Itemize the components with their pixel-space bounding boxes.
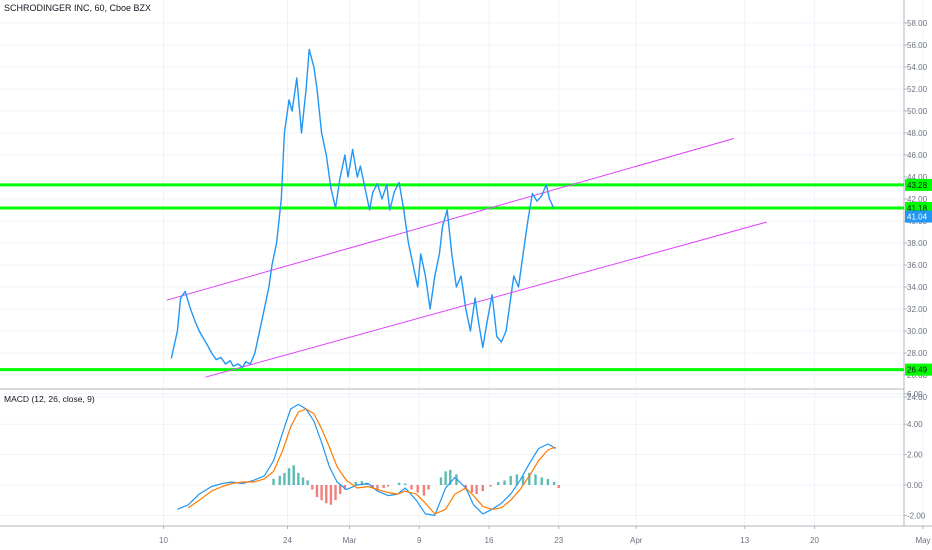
price-axis-label: 32.00 <box>907 305 928 314</box>
macd-histogram-bar <box>283 472 286 485</box>
time-axis-label: Apr <box>630 536 643 545</box>
price-axis-label: 44.00 <box>907 173 928 182</box>
macd-title: MACD (12, 26, close, 9) <box>4 394 95 404</box>
price-axis-label: 56.00 <box>907 41 928 50</box>
macd-histogram-bar <box>416 485 419 493</box>
macd-histogram-bar <box>515 474 519 485</box>
macd-histogram-bar <box>422 485 426 496</box>
macd-histogram-bar <box>387 485 390 487</box>
macd-histogram-bar <box>470 485 474 493</box>
time-axis-label: 23 <box>554 536 563 545</box>
time-axis-label: 13 <box>740 536 749 545</box>
macd-histogram-bar <box>481 485 484 492</box>
macd-histogram-bar <box>509 475 512 485</box>
macd-histogram-bar <box>360 481 364 485</box>
price-axis-label: 28.00 <box>907 349 928 358</box>
time-axis-label: 10 <box>159 536 168 545</box>
macd-histogram-bar <box>449 469 452 485</box>
price-axis-label: 34.00 <box>907 283 928 292</box>
trend-line <box>166 138 735 301</box>
level-price-label: 43.28 <box>907 181 928 190</box>
macd-histogram-bar <box>540 477 543 485</box>
price-axis-label: 52.00 <box>907 85 928 94</box>
macd-axis-label: 6.00 <box>907 390 923 399</box>
macd-histogram-bar <box>376 485 379 490</box>
macd-axis-label: 2.00 <box>907 451 923 460</box>
macd-axis-label: 4.00 <box>907 420 923 429</box>
time-axis-label: 9 <box>417 536 422 545</box>
last-price-badge <box>905 210 932 223</box>
macd-axis-label: -2.00 <box>907 511 926 520</box>
macd-histogram-bar <box>329 485 333 505</box>
macd-histogram-bar <box>334 485 337 501</box>
price-axis-label: 46.00 <box>907 151 928 160</box>
macd-histogram-bar <box>272 478 275 485</box>
macd-histogram-bar <box>439 477 443 485</box>
macd-histogram-bar <box>546 478 550 485</box>
macd-histogram-bar <box>343 485 347 490</box>
chart-title: SCHRODINGER INC, 60, Cboe BZX <box>4 3 152 13</box>
macd-histogram-bar <box>315 485 319 498</box>
macd-histogram-bar <box>354 481 357 485</box>
macd-histogram-bar <box>410 485 413 490</box>
macd-histogram-bar <box>404 483 407 485</box>
macd-histogram-bar <box>382 485 385 489</box>
price-axis-label: 24.00 <box>907 393 928 402</box>
price-axis-label: 50.00 <box>907 107 928 116</box>
level-price-badge <box>905 363 932 376</box>
level-price-label: 41.18 <box>907 204 928 213</box>
trend-line <box>205 221 767 378</box>
macd-histogram-bar <box>534 474 537 485</box>
macd-histogram-bar <box>339 485 342 495</box>
price-axis-label: 30.00 <box>907 327 928 336</box>
last-price-label: 41.04 <box>907 213 928 222</box>
macd-histogram-bar <box>503 480 506 485</box>
signal-line <box>187 408 556 515</box>
price-axis-label: 42.00 <box>907 195 928 204</box>
macd-histogram-bar <box>311 485 314 490</box>
macd-histogram-bar <box>444 471 447 485</box>
level-price-label: 26.49 <box>907 366 928 375</box>
macd-histogram-bar <box>301 477 305 485</box>
macd-histogram-bar <box>297 472 300 485</box>
price-axis-label: 58.00 <box>907 19 928 28</box>
macd-histogram-bar <box>557 485 560 489</box>
macd-histogram-bar <box>320 485 323 501</box>
time-axis-label: 20 <box>810 536 819 545</box>
macd-histogram-bar <box>552 481 556 485</box>
price-axis-label: 48.00 <box>907 129 928 138</box>
macd-histogram-bar <box>521 475 525 485</box>
macd-histogram-bar <box>278 475 281 485</box>
macd-histogram-bar <box>371 485 374 489</box>
macd-histogram-bar <box>427 485 430 490</box>
level-price-badge <box>905 178 932 191</box>
time-axis-label: 16 <box>485 536 494 545</box>
time-axis-label: May <box>915 536 930 545</box>
macd-histogram-bar <box>292 465 295 485</box>
time-axis-label: Mar <box>343 536 357 545</box>
time-axis-label: 24 <box>283 536 292 545</box>
macd-histogram-bar <box>325 485 328 504</box>
macd-histogram-bar <box>306 480 309 485</box>
macd-axis-label: 0.00 <box>907 481 923 490</box>
macd-histogram-bar <box>475 485 478 495</box>
macd-histogram-bar <box>489 485 492 487</box>
macd-histogram-bar <box>528 472 531 485</box>
price-axis-label: 38.00 <box>907 239 928 248</box>
macd-histogram-bar <box>397 482 401 485</box>
price-axis-label: 36.00 <box>907 261 928 270</box>
price-axis-label: 54.00 <box>907 63 928 72</box>
macd-histogram-bar <box>287 468 291 485</box>
macd-histogram-bar <box>497 481 500 485</box>
price-line <box>170 48 555 368</box>
